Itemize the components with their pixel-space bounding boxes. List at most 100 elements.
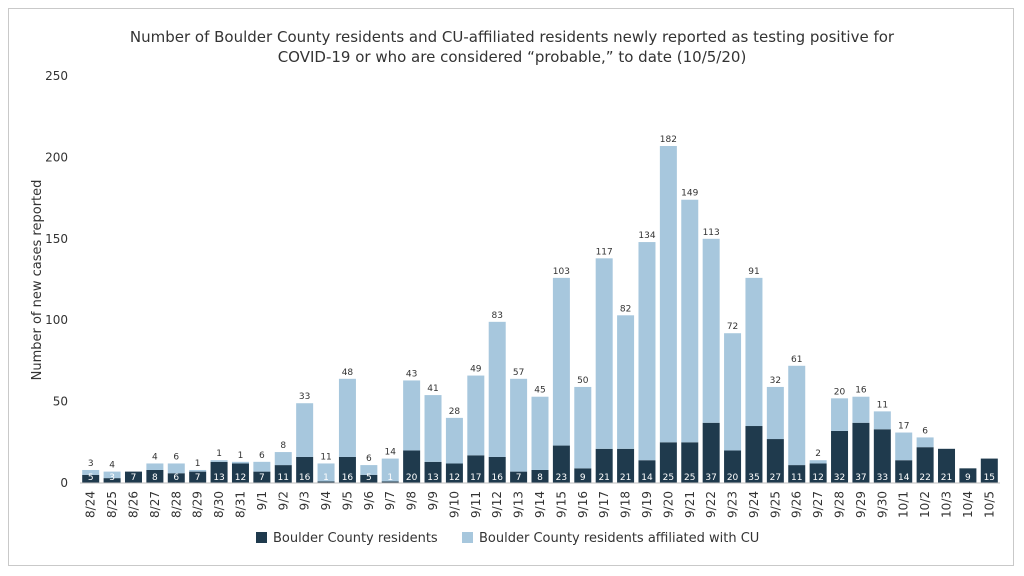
x-tick-label: 9/27 (811, 491, 825, 518)
bar-cu-8-28 (167, 463, 185, 474)
data-label-cu: 6 (366, 454, 372, 464)
data-label-boulder: 20 (406, 473, 418, 483)
bar-boulder-9-8 (403, 450, 421, 483)
x-tick-label: 8/27 (148, 491, 162, 518)
bar-boulder-9-10 (445, 463, 463, 483)
bar-boulder-8-24 (82, 474, 100, 483)
data-label-boulder: 14 (641, 473, 653, 483)
legend-swatch-cu (462, 532, 473, 543)
data-label-boulder: 11 (791, 473, 802, 483)
data-label-cu: 2 (815, 449, 821, 459)
data-label-boulder: 15 (984, 473, 995, 483)
bar-cu-9-1 (253, 461, 271, 472)
x-tick-label: 9/8 (405, 491, 419, 510)
bar-cu-9-22 (702, 238, 720, 423)
y-tick-label: 150 (45, 232, 68, 246)
y-axis-label: Number of new cases reported (30, 180, 45, 381)
data-label-cu: 16 (855, 386, 867, 396)
bar-cu-9-7 (381, 458, 399, 482)
data-label-cu: 113 (703, 228, 720, 238)
data-label-boulder: 7 (131, 473, 137, 483)
x-tick-label: 9/15 (554, 491, 568, 518)
data-label-boulder: 7 (516, 473, 522, 483)
x-tick-label: 8/30 (212, 491, 226, 518)
data-label-boulder: 14 (898, 473, 910, 483)
y-tick-label: 100 (45, 313, 68, 327)
data-label-cu: 6 (922, 426, 928, 436)
bar-cu-9-26 (788, 365, 806, 466)
bar-cu-9-11 (467, 375, 485, 456)
data-label-boulder: 3 (109, 473, 115, 483)
data-label-boulder: 16 (491, 473, 503, 483)
x-tick-label: 8/26 (126, 491, 140, 518)
bar-boulder-8-26 (124, 471, 142, 483)
data-label-boulder: 6 (173, 473, 179, 483)
x-tick-label: 9/21 (683, 491, 697, 518)
data-label-cu: 28 (449, 407, 461, 417)
x-tick-label: 9/26 (790, 491, 804, 518)
bar-boulder-9-4 (317, 481, 335, 483)
data-label-cu: 43 (406, 369, 417, 379)
legend-label-cu: Boulder County residents affiliated with… (479, 531, 759, 546)
bar-boulder-9-19 (638, 460, 656, 483)
bar-boulder-9-23 (724, 450, 742, 483)
bar-boulder-8-29 (189, 471, 207, 483)
bar-boulder-9-9 (424, 461, 442, 483)
bar-cu-9-16 (574, 386, 592, 469)
x-tick-label: 9/24 (747, 491, 761, 518)
bar-cu-9-27 (809, 460, 827, 464)
x-tick-label: 10/4 (961, 491, 975, 518)
chart-title-line-2: COVID-19 or who are considered “probable… (278, 48, 747, 66)
data-label-cu: 61 (791, 355, 802, 365)
bar-boulder-9-30 (873, 429, 891, 483)
data-label-boulder: 32 (834, 473, 845, 483)
x-tick-label: 9/12 (490, 491, 504, 518)
bar-boulder-9-25 (766, 439, 784, 483)
data-label-boulder: 25 (684, 473, 695, 483)
data-label-cu: 14 (385, 448, 397, 458)
y-tick-label: 50 (53, 395, 68, 409)
bar-cu-10-2 (916, 437, 934, 448)
data-label-cu: 117 (596, 247, 613, 257)
data-label-cu: 49 (470, 365, 482, 375)
legend: Boulder County residents Boulder County … (256, 531, 759, 546)
data-label-boulder: 7 (195, 473, 201, 483)
data-label-boulder: 13 (427, 473, 438, 483)
bar-cu-9-10 (445, 417, 463, 464)
data-label-boulder: 37 (855, 473, 866, 483)
x-tick-label: 8/25 (105, 491, 119, 518)
data-label-boulder: 8 (152, 473, 158, 483)
bar-boulder-8-28 (167, 473, 185, 483)
data-label-cu: 57 (513, 368, 524, 378)
data-label-cu: 1 (216, 449, 222, 459)
bar-cu-8-24 (82, 469, 100, 475)
data-label-boulder: 23 (556, 473, 567, 483)
x-tick-label: 9/9 (426, 491, 440, 510)
data-label-cu: 6 (173, 452, 179, 462)
data-label-cu: 41 (427, 384, 438, 394)
bar-boulder-9-14 (531, 469, 549, 483)
bar-cu-9-15 (552, 277, 570, 446)
x-tick-label: 9/20 (661, 491, 675, 518)
y-tick-label: 250 (45, 69, 68, 83)
bar-cu-8-25 (103, 471, 121, 479)
bar-boulder-9-21 (681, 442, 699, 483)
legend-label-boulder: Boulder County residents (273, 531, 438, 546)
bar-boulder-9-13 (510, 471, 528, 483)
x-tick-label: 9/17 (597, 491, 611, 518)
x-tick-label: 10/1 (897, 491, 911, 518)
bar-boulder-10-4 (959, 468, 977, 483)
x-tick-label: 9/28 (833, 491, 847, 518)
bar-boulder-9-15 (552, 445, 570, 483)
x-tick-label: 9/11 (469, 491, 483, 518)
x-tick-label: 9/22 (704, 491, 718, 518)
data-label-cu: 11 (320, 452, 331, 462)
x-tick-label: 8/31 (233, 491, 247, 518)
data-label-cu: 182 (660, 135, 677, 145)
data-label-boulder: 13 (213, 473, 224, 483)
data-label-boulder: 12 (812, 473, 823, 483)
data-label-cu: 32 (770, 376, 781, 386)
data-label-cu: 33 (299, 392, 310, 402)
bar-cu-8-31 (231, 461, 249, 464)
x-tick-label: 9/30 (875, 491, 889, 518)
